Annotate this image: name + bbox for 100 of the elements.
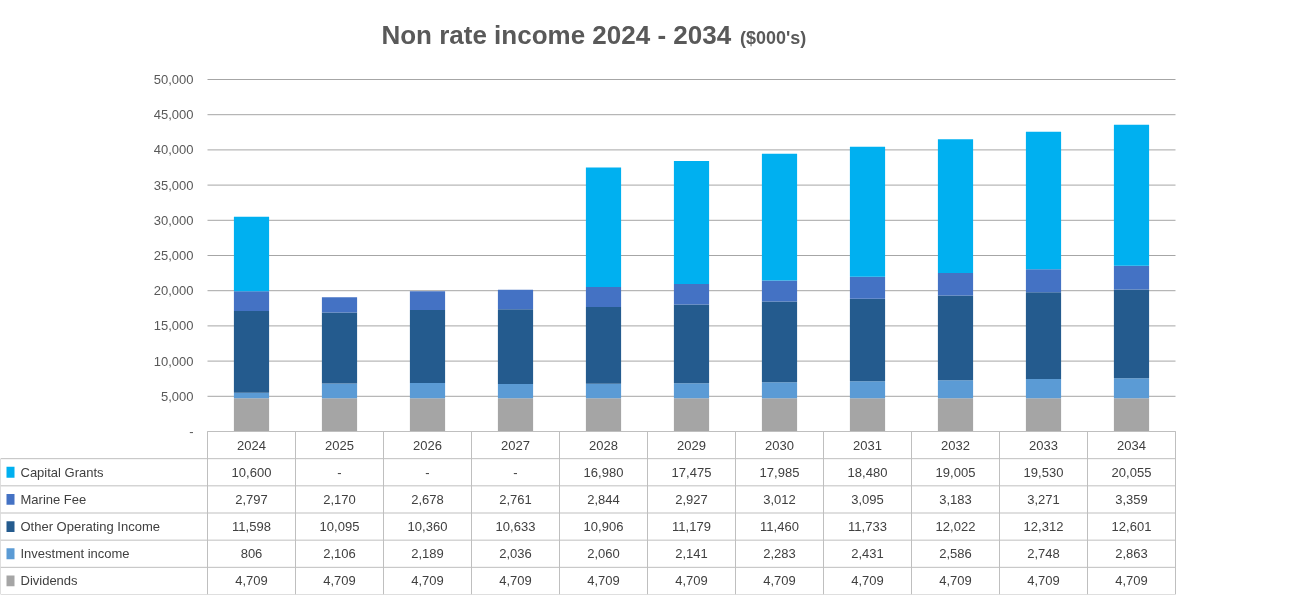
bar xyxy=(1025,398,1062,432)
data-label: 19,005 xyxy=(935,464,976,480)
bar xyxy=(1025,292,1062,379)
chart-title: Non rate income 2024 - 2034 xyxy=(381,19,732,50)
data-label: 4,709 xyxy=(763,573,796,589)
data-label: 10,633 xyxy=(495,519,536,535)
data-label: 16,980 xyxy=(583,464,624,480)
y-tick-label: 15,000 xyxy=(153,318,194,334)
bar xyxy=(761,153,798,281)
data-label: 10,095 xyxy=(319,519,360,535)
bar xyxy=(673,383,710,399)
data-label: 4,709 xyxy=(235,573,268,589)
data-label: - xyxy=(337,464,342,480)
bar xyxy=(1113,289,1150,379)
y-tick-label: 30,000 xyxy=(153,212,194,228)
data-label: 10,906 xyxy=(583,519,624,535)
bar xyxy=(849,398,886,432)
data-label: 2,761 xyxy=(499,491,532,507)
data-label: 19,530 xyxy=(1023,464,1064,480)
chart-subtitle: ($000's) xyxy=(739,27,807,48)
y-tick-label: 10,000 xyxy=(153,353,194,369)
y-tick-label: 5,000 xyxy=(160,388,194,404)
x-tick-label: 2029 xyxy=(677,437,706,453)
y-tick-label: 50,000 xyxy=(153,72,194,87)
bar xyxy=(673,398,710,432)
bar xyxy=(937,295,974,381)
data-label: 2,431 xyxy=(851,546,884,562)
bar xyxy=(937,380,974,399)
data-label: 11,733 xyxy=(848,519,887,535)
bar xyxy=(585,383,622,399)
data-label: 4,709 xyxy=(1115,573,1148,589)
bar xyxy=(585,398,622,432)
bar xyxy=(849,298,886,382)
data-label: 2,797 xyxy=(235,491,268,507)
bar xyxy=(1113,124,1150,266)
data-label: 3,183 xyxy=(939,491,972,507)
data-label: - xyxy=(513,464,518,480)
legend-label: Other Operating Income xyxy=(20,519,160,535)
bar xyxy=(1025,379,1062,399)
bar xyxy=(233,398,270,432)
data-label: 4,709 xyxy=(851,573,884,589)
bar xyxy=(321,312,358,384)
data-label: 12,601 xyxy=(1111,519,1152,535)
x-tick-label: 2031 xyxy=(853,437,882,453)
bar xyxy=(233,216,270,292)
bar xyxy=(761,382,798,399)
x-tick-label: 2026 xyxy=(413,437,442,453)
data-label: 4,709 xyxy=(411,573,444,589)
legend-label: Investment income xyxy=(20,546,130,562)
bar xyxy=(321,398,358,432)
bar xyxy=(585,307,622,384)
x-tick-label: 2024 xyxy=(237,437,266,453)
data-label: 2,189 xyxy=(411,546,444,562)
data-label: 4,709 xyxy=(499,573,532,589)
bar xyxy=(673,160,710,284)
y-tick-label: 20,000 xyxy=(153,283,194,299)
data-label: 17,475 xyxy=(671,464,712,480)
data-label: 2,844 xyxy=(587,491,620,507)
data-label: 3,271 xyxy=(1027,491,1060,507)
data-label: 2,170 xyxy=(323,491,356,507)
data-label: 17,985 xyxy=(759,464,800,480)
x-tick-label: 2034 xyxy=(1117,437,1146,453)
data-label: 2,863 xyxy=(1115,546,1148,562)
data-label: 10,360 xyxy=(407,519,448,535)
data-label: 2,678 xyxy=(411,491,444,507)
y-tick-label: 45,000 xyxy=(153,107,194,123)
bar xyxy=(673,304,710,384)
data-label: 12,022 xyxy=(935,519,976,535)
x-tick-label: 2025 xyxy=(325,437,354,453)
bar xyxy=(497,398,534,432)
data-label: 2,586 xyxy=(939,546,972,562)
bar xyxy=(409,398,446,432)
x-tick-label: 2032 xyxy=(941,437,970,453)
bar xyxy=(233,291,270,312)
data-label: 2,283 xyxy=(763,546,796,562)
data-label: 4,709 xyxy=(675,573,708,589)
bar xyxy=(585,167,622,288)
bar xyxy=(497,289,534,310)
data-label: - xyxy=(425,464,430,480)
bar xyxy=(233,311,270,393)
bar xyxy=(1113,265,1150,290)
bar xyxy=(321,383,358,399)
bar xyxy=(937,273,974,296)
bar xyxy=(849,276,886,299)
x-tick-label: 2030 xyxy=(765,437,794,453)
data-label: 3,095 xyxy=(851,491,884,507)
x-tick-label: 2033 xyxy=(1029,437,1058,453)
data-label: 10,600 xyxy=(231,464,272,480)
bar xyxy=(1025,131,1062,270)
data-label: 2,141 xyxy=(675,546,708,562)
bar xyxy=(409,310,446,383)
data-label: 11,598 xyxy=(232,519,271,535)
y-tick-label: 40,000 xyxy=(153,142,194,158)
legend-label: Dividends xyxy=(20,573,79,589)
data-label: 2,036 xyxy=(499,546,532,562)
bar xyxy=(497,309,534,385)
data-label: 11,460 xyxy=(760,519,799,535)
bar xyxy=(497,384,534,399)
y-tick-label: 25,000 xyxy=(153,248,194,263)
bar xyxy=(761,280,798,302)
